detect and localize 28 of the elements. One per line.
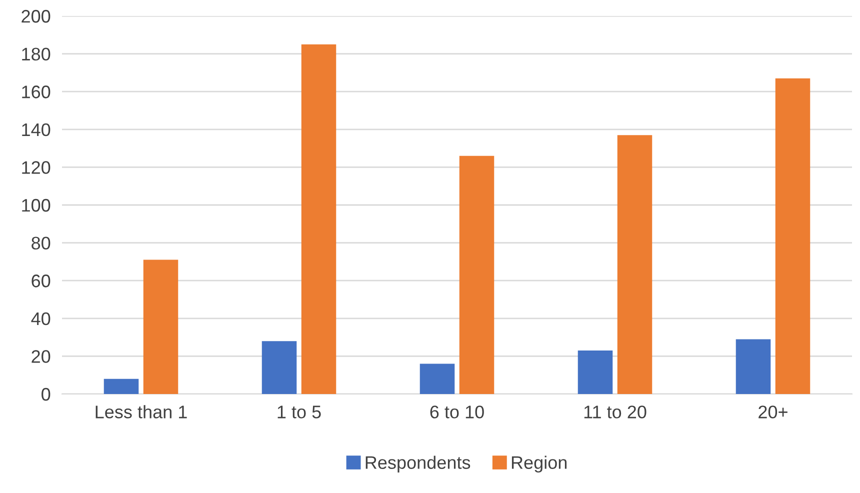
bar: [578, 350, 613, 394]
y-tick-label: 160: [22, 86, 50, 98]
y-tick-label: 80: [32, 236, 50, 250]
bar: [775, 78, 810, 394]
legend-label: Respondents: [366, 456, 470, 473]
y-tick-label: 20: [32, 350, 50, 363]
bar: [104, 378, 139, 394]
bar: [459, 156, 494, 394]
x-tick-label: 6 to 10: [430, 406, 484, 418]
y-tick-label: 180: [22, 48, 50, 61]
y-tick-label: 0: [42, 388, 50, 401]
x-tick-label: 11 to 20: [584, 406, 646, 418]
bar: [262, 341, 297, 394]
bar: [617, 135, 652, 394]
y-tick-label: 40: [31, 312, 50, 326]
bar: [301, 44, 336, 394]
y-tick-label: 140: [22, 123, 50, 136]
bar: [420, 364, 455, 394]
y-tick-label: 100: [22, 198, 50, 212]
bar: [736, 339, 771, 394]
y-tick-label: 200: [22, 10, 50, 23]
x-tick-label: 1 to 5: [278, 406, 321, 418]
x-tick-label: 20+: [758, 406, 788, 418]
y-tick-label: 60: [32, 274, 50, 288]
y-tick-label: 120: [22, 161, 50, 174]
bar: [143, 260, 178, 394]
legend-label: Region: [512, 456, 567, 473]
x-tick-label: Less than 1: [96, 405, 187, 418]
